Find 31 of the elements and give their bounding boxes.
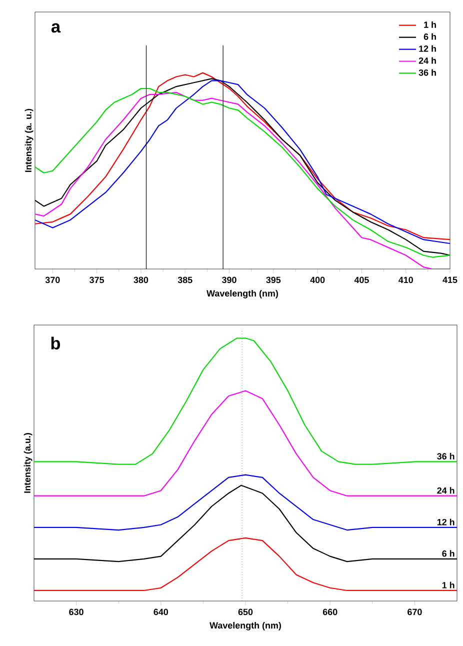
x-tick-label: 630 — [69, 608, 84, 616]
x-tick-label: 415 — [442, 276, 458, 284]
x-axis-title: Wavelength (nm) — [210, 622, 282, 630]
series-label: 12 h — [437, 518, 454, 526]
x-tick-label: 670 — [408, 608, 422, 616]
x-tick-label: 640 — [154, 608, 168, 616]
series-label: 24 h — [437, 487, 454, 494]
x-tick-label: 650 — [238, 608, 253, 616]
chart-title: b — [51, 336, 60, 350]
y-axis-title: Intensity (a.u.) — [24, 433, 32, 493]
legend-label: 24 h — [418, 57, 436, 64]
x-tick-label: 395 — [266, 276, 281, 284]
x-tick-label: 410 — [398, 276, 413, 284]
legend-label: 1 h — [424, 21, 436, 28]
series-label: 1 h — [442, 582, 454, 588]
x-tick-label: 660 — [322, 608, 338, 616]
series-label: 36 h — [437, 452, 454, 460]
x-tick-label: 390 — [222, 276, 236, 284]
x-tick-label: 405 — [354, 276, 369, 284]
legend-label: 12 h — [419, 45, 436, 52]
x-tick-label: 375 — [90, 276, 104, 284]
x-tick-label: 385 — [178, 276, 192, 284]
x-tick-label: 400 — [310, 276, 325, 284]
x-tick-label: 370 — [45, 276, 60, 284]
legend-label: 6 h — [424, 33, 436, 40]
x-tick-label: 380 — [134, 276, 148, 284]
y-axis-title: Intensity (a. u.) — [24, 108, 34, 172]
chart-title: a — [51, 23, 61, 33]
series-label: 6 h — [442, 550, 454, 557]
legend-label: 36 h — [418, 69, 436, 76]
x-axis-title: Wavelength (nm) — [206, 290, 278, 298]
